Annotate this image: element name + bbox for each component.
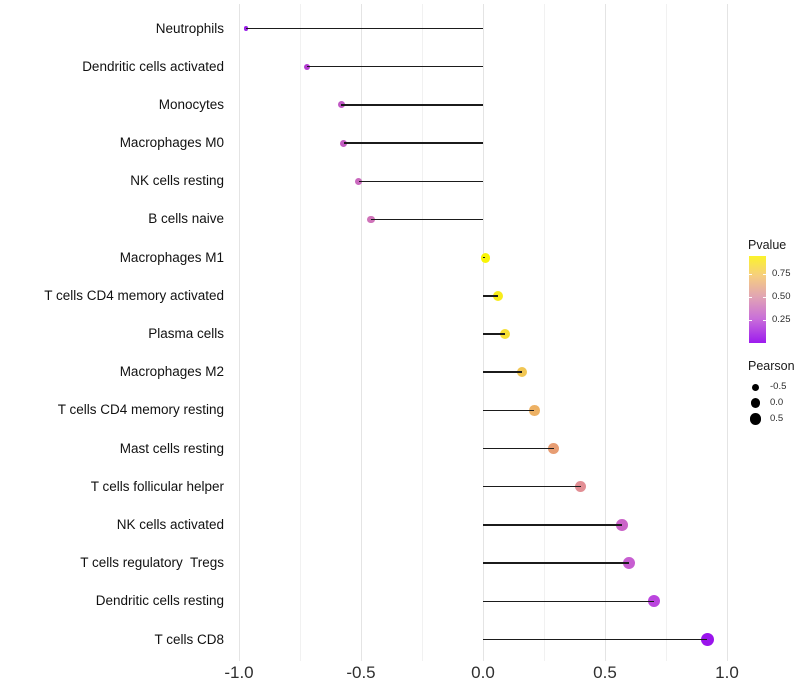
lollipop-stem xyxy=(483,447,554,450)
gridline-major xyxy=(239,4,240,661)
lollipop-dot xyxy=(623,557,636,570)
category-label: Dendritic cells activated xyxy=(82,58,224,74)
category-label: Mast cells resting xyxy=(119,440,224,456)
pvalue-tick-mark xyxy=(749,273,752,275)
pvalue-colorbar xyxy=(749,256,766,343)
pearson-legend-dot xyxy=(751,383,760,392)
category-label: B cells naive xyxy=(148,211,224,227)
lollipop-stem xyxy=(341,104,483,106)
lollipop-dot xyxy=(366,215,375,224)
pearson-legend-label: -0.5 xyxy=(770,381,787,393)
lollipop-stem xyxy=(483,371,523,373)
category-label: Macrophages M2 xyxy=(119,364,224,380)
category-label: T cells CD4 memory resting xyxy=(57,402,224,418)
gridline-minor xyxy=(422,4,423,661)
x-tick-label: 1.0 xyxy=(715,663,739,682)
category-label: Monocytes xyxy=(158,96,224,112)
category-label: NK cells resting xyxy=(130,173,224,189)
pvalue-tick-mark xyxy=(749,296,752,298)
pearson-legend-label: 0.0 xyxy=(770,397,784,409)
lollipop-stem xyxy=(483,256,486,259)
lollipop-dot xyxy=(528,405,540,416)
gridline-major xyxy=(605,4,606,661)
category-label: Macrophages M0 xyxy=(119,135,224,151)
pearson-legend-title: Pearson xyxy=(748,359,795,373)
category-label: NK cells activated xyxy=(116,516,224,532)
pvalue-tick-label: 0.75 xyxy=(772,268,791,280)
category-label: T cells CD4 memory activated xyxy=(44,287,224,303)
lollipop-dot xyxy=(516,366,528,378)
pearson-legend-dot xyxy=(749,413,762,426)
gridline-minor xyxy=(666,4,667,661)
category-label: T cells CD8 xyxy=(154,631,224,647)
gridline-minor xyxy=(544,4,545,661)
x-tick-label: 0.0 xyxy=(471,663,495,682)
lollipop-dot xyxy=(304,63,311,70)
lollipop-stem xyxy=(483,409,535,412)
lollipop-dot xyxy=(337,101,345,109)
pearson-legend-dot xyxy=(750,398,761,409)
x-tick-label: -0.5 xyxy=(346,663,376,682)
lollipop-stem xyxy=(483,600,654,602)
x-tick-label: 0.5 xyxy=(593,663,617,682)
lollipop-stem xyxy=(343,142,483,144)
lollipop-stem xyxy=(483,562,630,564)
lollipop-stem xyxy=(358,180,483,182)
category-label: Neutrophils xyxy=(155,20,224,36)
category-label: Macrophages M1 xyxy=(119,249,224,265)
lollipop-dot xyxy=(700,633,714,646)
lollipop-dot xyxy=(244,26,249,31)
lollipop-stem xyxy=(483,333,505,335)
lollipop-stem xyxy=(370,218,483,221)
pearson-legend-label: 0.5 xyxy=(770,413,784,425)
pvalue-tick-mark xyxy=(763,319,766,321)
pvalue-tick-mark xyxy=(749,319,752,321)
lollipop-stem xyxy=(483,295,498,297)
pvalue-legend-title: Pvalue xyxy=(748,238,787,252)
category-label: Dendritic cells resting xyxy=(95,593,224,609)
category-label: Plasma cells xyxy=(148,326,224,341)
category-label: T cells follicular helper xyxy=(90,478,224,494)
lollipop-stem xyxy=(307,65,483,68)
gridline-major xyxy=(361,4,362,661)
pvalue-tick-mark xyxy=(763,296,766,298)
gridline-major xyxy=(727,4,728,661)
lollipop-stem xyxy=(246,27,483,30)
gridline-minor xyxy=(300,4,301,661)
lollipop-stem xyxy=(483,486,581,488)
lollipop-stem xyxy=(483,638,708,641)
lollipop-dot xyxy=(492,290,503,301)
pvalue-tick-label: 0.50 xyxy=(772,291,791,303)
x-tick-label: -1.0 xyxy=(224,663,254,682)
pvalue-tick-mark xyxy=(763,273,766,275)
lollipop-stem xyxy=(483,524,623,526)
pvalue-tick-label: 0.25 xyxy=(772,314,791,326)
gridline-major xyxy=(483,4,484,661)
category-label: T cells regulatory Tregs xyxy=(80,555,224,571)
